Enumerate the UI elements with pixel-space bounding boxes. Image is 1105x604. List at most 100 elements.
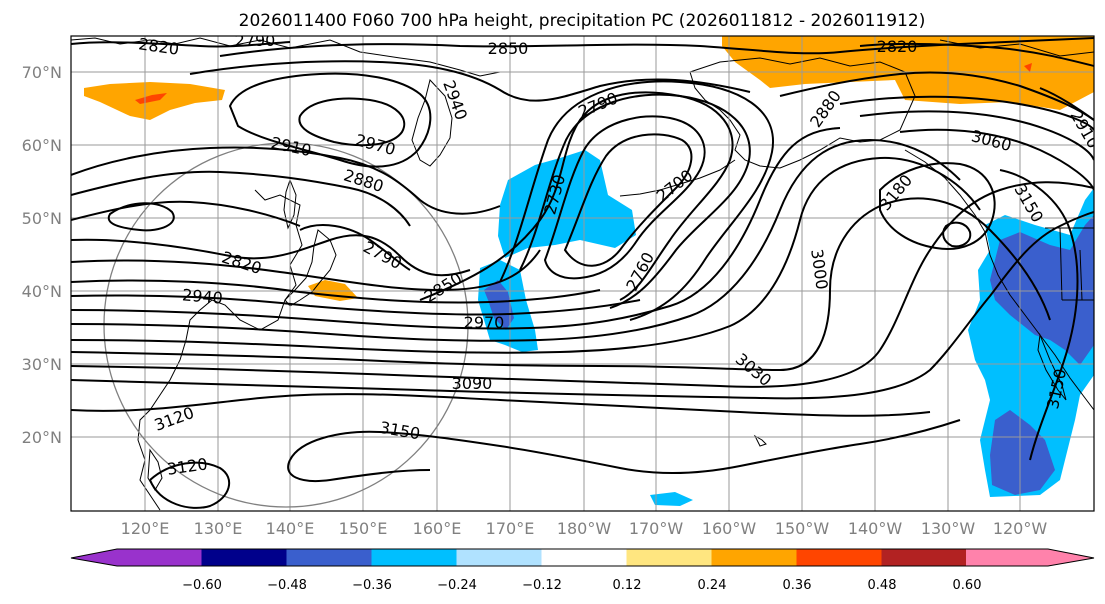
colorbar-tick-2: −0.36 [352,578,392,593]
contour-3120-a [71,393,931,417]
contour-3180 [879,162,996,250]
contour-2880-north [189,60,751,102]
contour-2820-japan [71,234,471,277]
colorbar-segment-5 [541,549,627,566]
colorbar-segment-1 [201,549,287,566]
colorbar: −0.60 −0.48 −0.36 −0.24 −0.12 0.12 0.24 … [70,548,1095,593]
coastline-alaska [689,57,916,169]
colorbar-tick-4: −0.12 [522,578,562,593]
contour-2850-west [71,200,301,227]
contour-3060-east [899,128,1094,191]
contour-3060 [71,181,1094,388]
contour-3090 [71,211,1094,400]
contour-2700 [563,133,693,267]
contour-2880-west [71,170,411,227]
lon-label-140e: 140°E [266,519,315,538]
coastline-north-america-west [904,149,1094,411]
contour-2820-nw [71,41,291,48]
contour-3150-ne [999,169,1079,461]
contour-label-2820-ne: 2820 [877,37,918,56]
colorbar-outline [70,548,1095,567]
contour-2910-west [71,146,501,215]
contour-3000 [71,156,981,354]
colorbar-tick-0: −0.60 [182,578,222,593]
contour-3030 [71,197,1051,372]
contour-2730 [543,115,706,280]
colorbar-segment-2 [286,549,372,566]
coastline-hawaii [753,434,767,447]
map-frame [70,35,1095,512]
lon-label-150w: 150°W [775,519,830,538]
precip-strong-ne [1024,63,1032,72]
contour-2910-low [107,202,175,232]
contour-label-2820-nw: 2820 [137,34,180,58]
lon-label-150e: 150°E [339,519,388,538]
contour-2910-east [1039,87,1094,121]
colorbar-segment-8 [796,549,882,566]
contour-2910-mid [71,294,641,316]
map-panel: 2820 2790 2850 2820 2940 2970 2910 2880 … [71,31,1094,511]
contour-2820-ne [859,42,1094,67]
lon-label-170w: 170°W [629,519,684,538]
lon-label-160e: 160°E [413,519,462,538]
precip-negative-central [498,150,636,258]
lat-label-50n: 50°N [22,209,62,228]
contour-3150-south-close [287,459,431,482]
lon-label-130w: 130°W [921,519,976,538]
coastline-philippines [147,448,163,491]
contour-3000-east [839,95,1094,131]
colorbar-tick-3: −0.24 [437,578,477,593]
lon-label-170e: 170°E [486,519,535,538]
contour-2850-mid [71,249,541,292]
contour-3030-east [859,110,1094,161]
lon-label-140w: 140°W [848,519,903,538]
contour-inner-ring [942,221,972,248]
colorbar-segment-10 [966,549,1094,566]
contour-2970-okhotsk [298,97,406,147]
colorbar-segment-7 [711,549,797,566]
contour-label-2970-mid: 2970 [464,313,505,332]
colorbar-ticks: −0.60 −0.48 −0.36 −0.24 −0.12 0.12 0.24 … [182,578,981,593]
contour-2790-japan [299,224,411,271]
coastline-asia-east [137,189,303,511]
lat-label-70n: 70°N [22,63,62,82]
colorbar-tick-5: 0.12 [613,578,642,593]
contour-2760 [519,93,751,309]
contour-2790-bering [499,80,775,321]
contour-label-2940-japan: 2940 [181,285,223,307]
contour-2970-mid [71,138,961,342]
colorbar-tick-8: 0.48 [868,578,897,593]
coastline-sakhalin [283,178,297,230]
contour-label-2790-nw: 2790 [235,31,276,50]
precip-negative-small-south [650,492,693,506]
colorbar-tick-9: 0.60 [953,578,982,593]
contour-2880-mid [71,279,601,304]
precip-strong-negative-east [990,215,1094,365]
lat-label-60n: 60°N [22,136,62,155]
contour-label-2850-north: 2850 [488,39,529,58]
colorbar-tick-6: 0.24 [698,578,727,593]
precip-strong-nw [135,93,167,104]
colorbar-segment-3 [371,549,457,566]
lon-label-130e: 130°E [194,519,243,538]
latitude-labels: 70°N 60°N 50°N 40°N 30°N 20°N [22,63,62,447]
longitude-labels: 120°E 130°E 140°E 150°E 160°E 170°E 180°… [121,519,1048,538]
colorbar-segment-0 [71,549,202,566]
lon-label-180w: 180°W [557,519,612,538]
lon-label-120e: 120°E [121,519,170,538]
lon-label-120w: 120°W [993,519,1048,538]
contour-2850-north [219,37,1094,57]
colorbar-segment-6 [626,549,712,566]
precip-strong-negative-southeast [990,410,1055,495]
colorbar-segment-9 [881,549,967,566]
lat-label-20n: 20°N [22,428,62,447]
lat-label-30n: 30°N [22,355,62,374]
precip-strong-negative-central [484,280,514,330]
colorbar-tick-1: −0.48 [267,578,307,593]
colorbar-segment-4 [456,549,542,566]
lat-label-40n: 40°N [22,282,62,301]
height-contours [71,37,1094,509]
map-title: 2026011400 F060 700 hPa height, precipit… [239,11,926,31]
contour-3120-b [149,461,231,509]
